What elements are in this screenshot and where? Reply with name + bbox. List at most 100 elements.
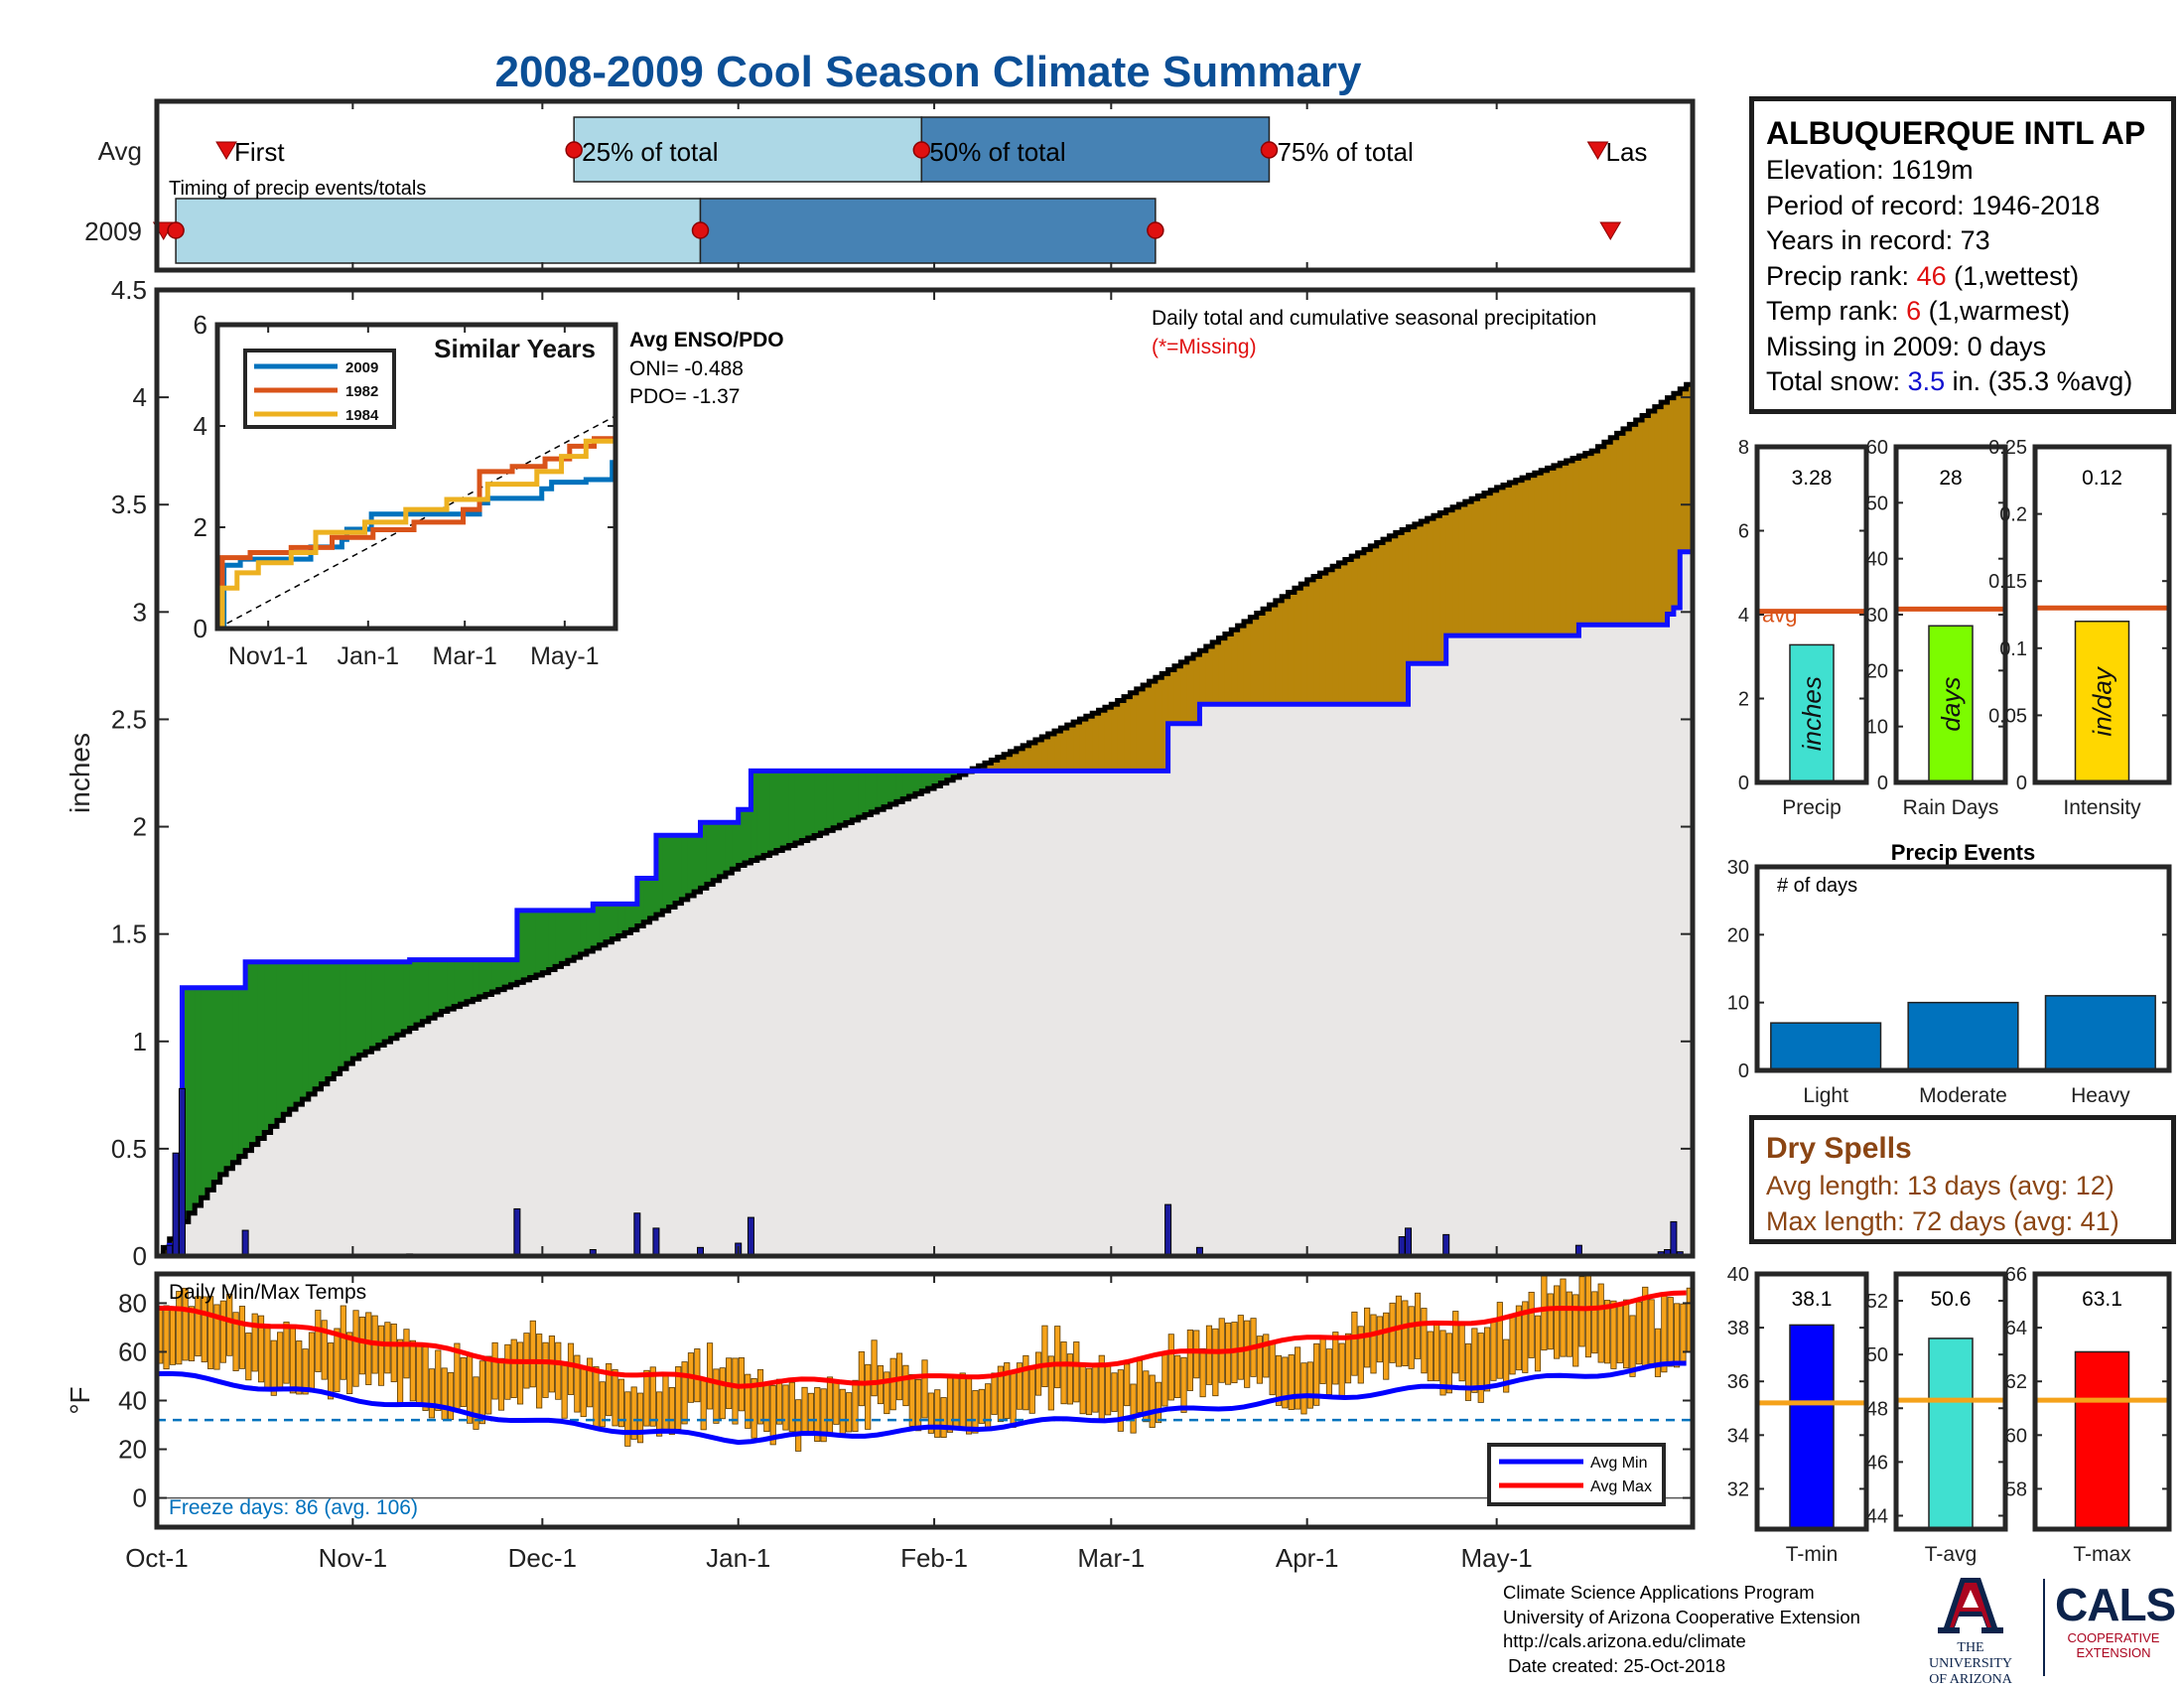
- daily-temp-bar: [574, 1354, 581, 1413]
- tsum-tick-label: 66: [2005, 1264, 2027, 1286]
- above-average-area: [542, 910, 550, 973]
- daily-temp-bar: [1572, 1294, 1579, 1367]
- below-average-area: [1445, 509, 1453, 636]
- daily-temp-bar: [296, 1340, 303, 1395]
- above-average-area: [245, 961, 253, 1151]
- bar-unit-Rain Days: days: [1936, 677, 1966, 732]
- daily-temp-bar: [1143, 1370, 1150, 1423]
- daily-temp-bar: [826, 1376, 834, 1434]
- totals-frame-1: [1893, 444, 2008, 785]
- below-average-area: [1306, 579, 1314, 705]
- daily-temp-bar: [1161, 1351, 1168, 1407]
- below-average-area: [997, 757, 1005, 772]
- above-average-area: [782, 771, 790, 849]
- tsum-xlabel-T-min: T-min: [1786, 1543, 1839, 1566]
- below-average-area: [1591, 451, 1599, 626]
- daily-temp-bar: [1035, 1351, 1042, 1396]
- daily-temp-bar: [257, 1315, 265, 1383]
- daily-temp-bar: [940, 1397, 947, 1439]
- station-name: ALBUQUERQUE INTL AP: [1766, 115, 2146, 151]
- y-tick-label: 3.5: [111, 490, 147, 519]
- cumulative-title: Daily total and cumulative seasonal prec…: [1152, 307, 1596, 330]
- avg-p75-label: 75% of total: [1277, 137, 1413, 167]
- page-title: 2008-2009 Cool Season Climate Summary: [494, 48, 1362, 96]
- daily-temp-bar: [542, 1341, 549, 1398]
- temps-legend-box: [1487, 1443, 1666, 1506]
- daily-temp-bar: [176, 1291, 183, 1365]
- events-title: Precip Events: [1891, 840, 2036, 865]
- above-average-area: [555, 910, 563, 967]
- above-average-area: [232, 987, 240, 1163]
- below-average-area: [1578, 456, 1586, 626]
- events-bar-Light: [1770, 1022, 1882, 1071]
- above-average-area: [447, 959, 455, 1010]
- daily-temp-bar: [555, 1341, 562, 1400]
- above-average-area: [188, 987, 196, 1213]
- daily-temp-bar: [302, 1348, 309, 1395]
- similar-years-inset: 0 2 4 6 Nov1-1 Jan-1 Mar-1 May-1 Similar Years 20…: [194, 310, 784, 670]
- above-average-area: [788, 771, 796, 846]
- totals-tick-label: 10: [1866, 717, 1888, 739]
- totals-tick-label: 0.25: [1988, 437, 2027, 459]
- events-bar-Heavy: [2044, 995, 2156, 1071]
- below-average-area: [1427, 518, 1434, 664]
- daily-temp-bar: [965, 1377, 973, 1435]
- daily-temp-bar: [1023, 1354, 1029, 1411]
- y2009-p75-marker: [1147, 221, 1164, 239]
- average-cumulative-line: [157, 379, 1696, 1259]
- below-average-area: [1130, 692, 1138, 772]
- below-average-area: [1496, 487, 1504, 636]
- temp-bar-T-max: [2074, 1350, 2130, 1530]
- daily-temp-bar: [264, 1328, 271, 1388]
- temp-rank-suffix: (1,warmest): [1921, 296, 2071, 326]
- above-average-area: [940, 771, 948, 783]
- above-average-area: [466, 959, 474, 1002]
- credit-line-4: Date created: 25-Oct-2018: [1503, 1654, 1726, 1676]
- above-average-area: [206, 987, 214, 1191]
- daily-temp-bar: [1244, 1320, 1251, 1388]
- above-average-area: [814, 771, 822, 836]
- daily-temp-bar: [1319, 1336, 1326, 1384]
- tsum-tick-label: 50: [1866, 1344, 1888, 1366]
- events-tick-label: 30: [1727, 857, 1749, 879]
- below-average-area: [1173, 665, 1181, 724]
- above-average-area: [908, 771, 916, 797]
- daily-temp-bar: [865, 1363, 872, 1430]
- temp-rank: Temp rank: 6 (1,warmest): [1766, 294, 2159, 330]
- above-average-area: [593, 904, 601, 948]
- inset-y-tick-label: 6: [194, 310, 207, 340]
- events-xlabel-Light: Light: [1803, 1084, 1848, 1107]
- tsum-tick-label: 32: [1727, 1478, 1749, 1500]
- daily-temp-bar: [978, 1388, 985, 1424]
- totals-tick-label: 0: [2016, 773, 2027, 794]
- below-average-area: [991, 760, 999, 772]
- daily-temp-bar: [852, 1379, 859, 1433]
- totals-tick-label: 0: [1738, 773, 1749, 794]
- above-average-area: [485, 959, 493, 995]
- above-average-area: [643, 878, 651, 922]
- total-value-Rain Days: 28: [1939, 467, 1962, 490]
- pdo-value: PDO= -1.37: [629, 385, 740, 408]
- daily-temp-bar: [1623, 1299, 1630, 1369]
- y2009-bar-25-50: [175, 198, 702, 264]
- daily-temp-bar: [219, 1300, 226, 1363]
- temps-y-axis-label: °F: [65, 1386, 95, 1414]
- below-average-area: [1383, 539, 1391, 705]
- avg-bar-25-50: [573, 116, 923, 183]
- daily-temp-bar: [713, 1368, 720, 1424]
- daily-temp-bar: [561, 1360, 568, 1419]
- precip-events-panel: Light Moderate Heavy 0 10 20 30 Precip Events # …: [1727, 840, 2172, 1107]
- daily-temp-bar: [1464, 1342, 1472, 1401]
- daily-temp-bar: [1509, 1314, 1516, 1375]
- above-average-area: [535, 910, 543, 976]
- above-average-area: [858, 771, 866, 818]
- daily-temp-bar: [927, 1392, 934, 1434]
- totals-tick-label: 30: [1866, 605, 1888, 627]
- daily-temp-bar: [529, 1320, 536, 1388]
- totals-tick-label: 0.05: [1988, 705, 2027, 727]
- temp-summary-panels: 38.1 32 34 36 38 40 T-min 50.6 44 46 48 50 52 T-avg 63…: [1727, 1264, 2172, 1566]
- above-average-area: [745, 809, 752, 863]
- y2009-bar-50-75: [699, 198, 1157, 264]
- below-average-area: [1635, 419, 1643, 626]
- totals-xlabel-Intensity: Intensity: [2063, 796, 2141, 819]
